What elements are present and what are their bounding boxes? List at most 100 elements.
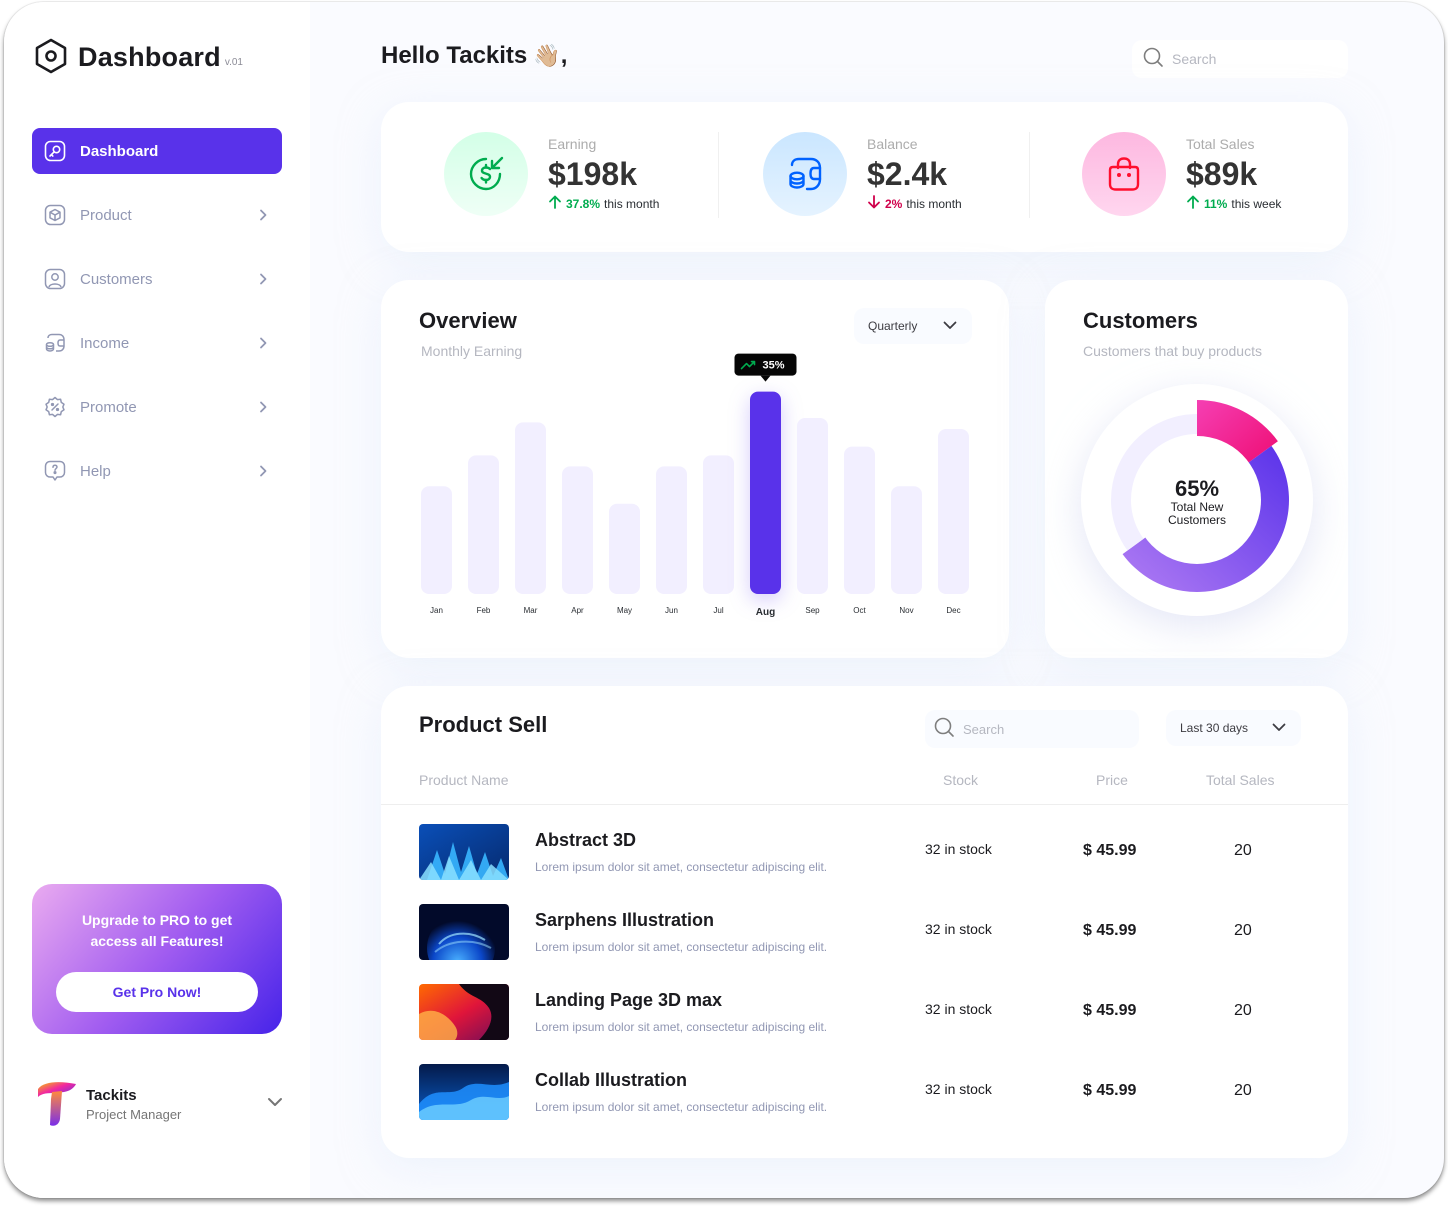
user-profile[interactable]: Tackits Project Manager [34,1078,284,1130]
stat-earning: Earning $198k 37.8% this month [444,132,659,216]
product-name: Landing Page 3D max [535,990,723,1010]
stat-value: $198k [548,156,637,192]
sidebar-item-label: Product [80,206,132,224]
sidebar-item-dashboard[interactable]: Dashboard [32,128,282,174]
customers-subtitle: Customers that buy products [1083,343,1262,359]
donut-center-label: Total New Customers [1167,500,1226,527]
overview-title: Overview [419,308,517,333]
bar-aug[interactable] [750,391,781,594]
product-stock: 32 in stock [925,1001,992,1017]
product-name: Sarphens Illustration [535,910,715,930]
table-row[interactable]: Collab Illustration Lorem ipsum dolor si… [381,1064,1348,1120]
sidebar-item-customers[interactable]: Customers [32,256,282,302]
help-chat-icon [44,460,66,482]
sidebar-item-help[interactable]: Help [32,448,282,494]
stat-change: 37.8% [566,196,601,211]
stat-trend: 11% this week [1186,195,1281,212]
product-name: Collab Illustration [535,1070,688,1090]
overview-bar-chart: Jan Feb Mar Apr May Jun Jul Aug 35% Sep Oct Nov Dec [421,353,969,618]
product-description: Lorem ipsum dolor sit amet, consectetur … [535,860,828,874]
product-thumbnail [419,1064,509,1120]
x-tick-label: Jul [713,606,723,615]
sidebar-item-product[interactable]: Product [32,192,282,238]
bar-sep[interactable] [797,418,828,594]
table-row[interactable]: Abstract 3D Lorem ipsum dolor sit amet, … [381,824,1348,880]
bar-tooltip: 35% [734,353,797,382]
bar-nov[interactable] [891,486,922,594]
product-description: Lorem ipsum dolor sit amet, consectetur … [535,940,828,954]
stat-label: Total Sales [1186,136,1255,152]
brand[interactable]: Dashboard v.01 [34,38,243,74]
x-tick-label: Sep [805,606,820,615]
search-input[interactable] [1172,51,1322,67]
key-icon [44,140,66,162]
promo-text: Upgrade to PRO to get access all Feature… [81,912,233,949]
period-dropdown[interactable]: Quarterly [854,308,972,344]
sidebar-item-label: Promote [80,398,137,416]
stat-value: $2.4k [867,156,948,192]
profile-name: Tackits [86,1086,137,1104]
x-tick-label: May [617,606,632,615]
x-tick-label: Mar [524,606,538,615]
product-total-sales: 20 [1234,922,1252,939]
get-pro-button[interactable]: Get Pro Now! [56,972,258,1012]
bar-apr[interactable] [562,466,593,594]
product-search[interactable] [925,710,1139,748]
bar-jun[interactable] [656,466,687,594]
date-range-dropdown[interactable]: Last 30 days [1166,710,1301,746]
bar-feb[interactable] [468,455,499,594]
user-square-icon [44,268,66,290]
sidebar: Dashboard v.01 Dashboard [4,2,310,1198]
table-divider [381,804,1348,805]
product-stock: 32 in stock [925,921,992,937]
chevron-down-icon[interactable] [266,1093,284,1116]
stat-value: $89k [1186,156,1258,192]
product-description: Lorem ipsum dolor sit amet, consectetur … [535,1020,828,1034]
search-icon [933,716,955,743]
x-tick-label: Nov [899,606,913,615]
avatar [34,1079,80,1129]
tooltip-label: 35% [762,360,784,372]
product-price: $ 45.99 [1083,922,1137,939]
table-row[interactable]: Landing Page 3D max Lorem ipsum dolor si… [381,984,1348,1040]
sidebar-item-label: Help [80,462,111,480]
arrow-down-icon [867,195,881,212]
stat-period: this week [1231,196,1282,211]
sidebar-item-income[interactable]: Income [32,320,282,366]
bar-may[interactable] [609,503,640,594]
bar-mar[interactable] [515,422,546,594]
product-price: $ 45.99 [1083,1082,1137,1099]
product-stock: 32 in stock [925,841,992,857]
stat-period: this month [604,196,660,211]
chevron-right-icon [256,208,270,222]
stat-total-sales: Total Sales $89k 11% this week [1082,132,1281,216]
date-range-value: Last 30 days [1180,721,1249,735]
greeting-text: Hello Tackits [381,42,528,69]
wallet-coins-icon [763,132,847,216]
stat-change: 2% [885,196,903,211]
sidebar-item-promote[interactable]: Promote [32,384,282,430]
bar-jan[interactable] [421,486,452,594]
product-sell-title: Product Sell [419,712,548,737]
table-row[interactable]: Sarphens Illustration Lorem ipsum dolor … [381,904,1348,960]
x-tick-label: Aug [756,607,775,618]
chevron-right-icon [256,272,270,286]
discount-badge-icon [44,396,66,418]
product-search-input[interactable] [963,721,1113,737]
product-thumbnail [419,904,509,960]
bar-dec[interactable] [938,429,969,594]
column-header-price: Price [1096,772,1128,788]
product-name: Abstract 3D [535,830,637,850]
sidebar-item-label: Income [80,334,130,352]
stat-divider [1029,132,1030,218]
donut-slice-3[interactable] [1111,414,1197,551]
sidebar-item-label: Customers [80,270,153,288]
bar-jul[interactable] [703,455,734,594]
dollar-refresh-icon [444,132,528,216]
bar-oct[interactable] [844,446,875,594]
stat-label: Earning [548,136,597,152]
waving-hand-icon: 👋🏼 [533,43,561,68]
x-tick-label: Apr [571,606,584,615]
header-search[interactable] [1132,40,1348,78]
app-version: v.01 [224,57,243,68]
